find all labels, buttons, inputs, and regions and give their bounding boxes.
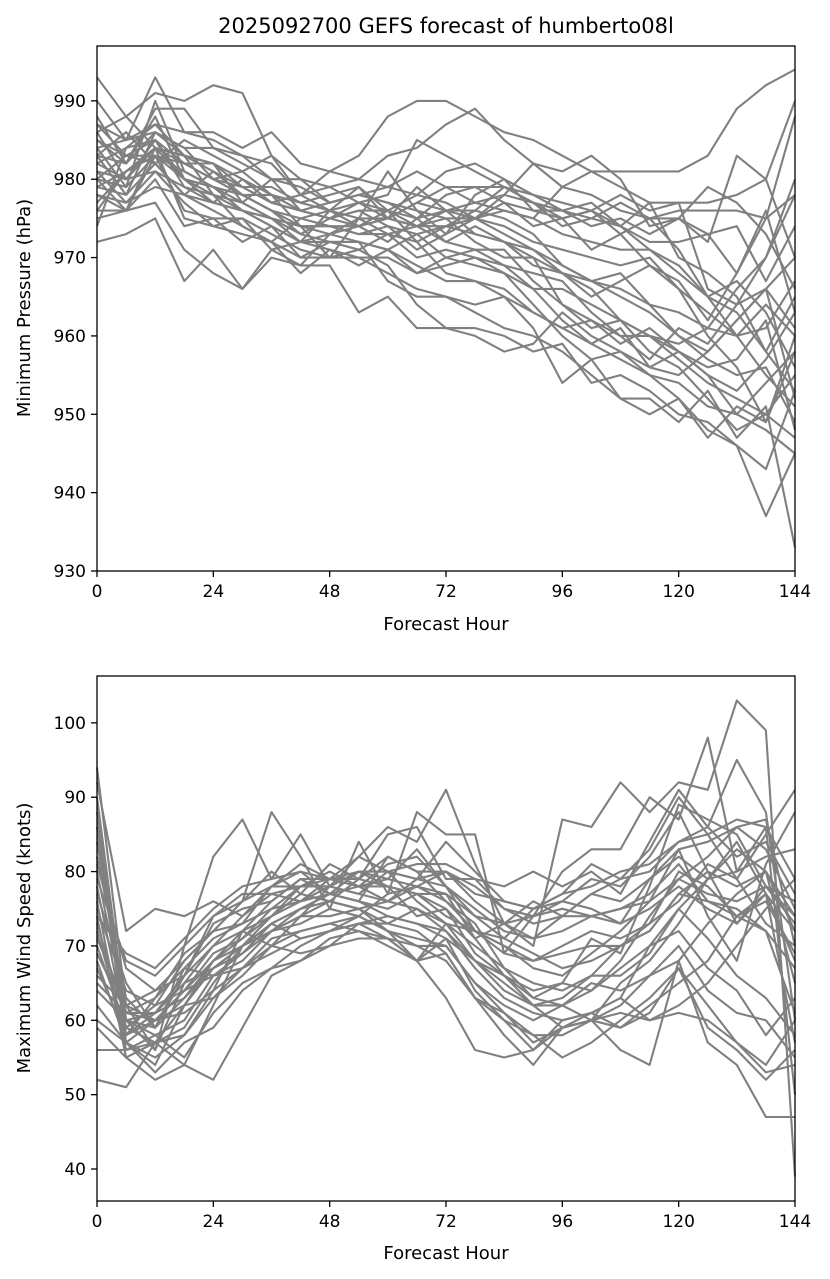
pressure-y-tick-label: 940 <box>54 484 86 504</box>
wind-y-tick-label: 90 <box>64 788 86 808</box>
pressure-x-tick-label: 144 <box>779 582 811 602</box>
wind-x-tick-label: 48 <box>319 1212 341 1232</box>
wind-x-axis-label: Forecast Hour <box>383 1243 509 1264</box>
wind-series-line <box>97 915 795 1119</box>
wind-x-ticks: 0 24 48 72 96 120 144 <box>92 1201 811 1232</box>
wind-y-tick-label: 100 <box>54 714 86 734</box>
wind-y-tick-label: 50 <box>64 1086 86 1106</box>
wind-series-line <box>96 892 796 1007</box>
wind-series-group <box>95 699 797 1177</box>
wind-y-ticks: 40 50 60 70 80 90 100 <box>54 714 97 1180</box>
wind-x-tick-label: 120 <box>662 1212 694 1232</box>
pressure-x-tick-label: 0 <box>92 582 103 602</box>
pressure-series-line <box>96 146 796 330</box>
pressure-y-tick-label: 960 <box>54 327 86 347</box>
wind-panel: 0 24 48 72 96 120 144 40 50 60 70 80 90 100 Forecast… <box>14 675 811 1264</box>
pressure-series-line <box>96 123 796 337</box>
pressure-series-line <box>96 68 796 196</box>
wind-x-tick-label: 72 <box>435 1212 457 1232</box>
wind-y-tick-label: 70 <box>64 937 86 957</box>
pressure-y-axis-label: Minimum Pressure (hPa) <box>14 199 35 417</box>
pressure-series-line <box>96 201 796 377</box>
pressure-x-ticks: 0 24 48 72 96 120 144 <box>92 571 811 602</box>
wind-series-line <box>96 811 796 1029</box>
wind-series-line <box>96 915 796 1037</box>
pressure-x-tick-label: 96 <box>552 582 574 602</box>
pressure-series-line <box>96 123 796 337</box>
pressure-series-line <box>96 146 796 368</box>
wind-series-line <box>96 870 796 970</box>
wind-x-tick-label: 24 <box>203 1212 225 1232</box>
pressure-x-tick-label: 72 <box>435 582 457 602</box>
pressure-x-axis-label: Forecast Hour <box>383 614 509 635</box>
pressure-y-tick-label: 950 <box>54 405 86 425</box>
wind-series-line <box>96 907 796 1037</box>
wind-y-axis-label: Maximum Wind Speed (knots) <box>14 803 35 1074</box>
wind-x-tick-label: 0 <box>92 1212 103 1232</box>
pressure-series-group <box>96 68 797 548</box>
pressure-y-tick-label: 990 <box>54 92 86 112</box>
pressure-series-line <box>97 178 797 399</box>
pressure-series-line <box>96 209 797 322</box>
wind-series-line <box>95 699 797 1177</box>
wind-series-line <box>96 922 796 1059</box>
pressure-y-ticks: 930 940 950 960 970 980 990 <box>54 92 97 582</box>
wind-series-line <box>96 930 796 1081</box>
wind-x-tick-label: 144 <box>779 1212 811 1232</box>
pressure-x-tick-label: 120 <box>662 582 694 602</box>
chart-title: 2025092700 GEFS forecast of humberto08l <box>218 14 674 38</box>
wind-y-tick-label: 40 <box>64 1160 86 1180</box>
pressure-panel: 2025092700 GEFS forecast of humberto08l … <box>14 14 811 635</box>
pressure-x-tick-label: 48 <box>319 582 341 602</box>
wind-x-tick-label: 96 <box>552 1212 574 1232</box>
pressure-y-tick-label: 970 <box>54 249 86 269</box>
wind-y-tick-label: 80 <box>64 863 86 883</box>
wind-series-line <box>95 782 796 933</box>
pressure-series-line <box>96 154 796 290</box>
wind-y-tick-label: 60 <box>64 1011 86 1031</box>
wind-series-line <box>96 863 796 1014</box>
pressure-y-tick-label: 930 <box>54 562 86 582</box>
wind-series-line <box>95 825 796 992</box>
pressure-x-tick-label: 24 <box>203 582 225 602</box>
pressure-y-tick-label: 980 <box>54 170 86 190</box>
pressure-series-line <box>96 170 796 416</box>
